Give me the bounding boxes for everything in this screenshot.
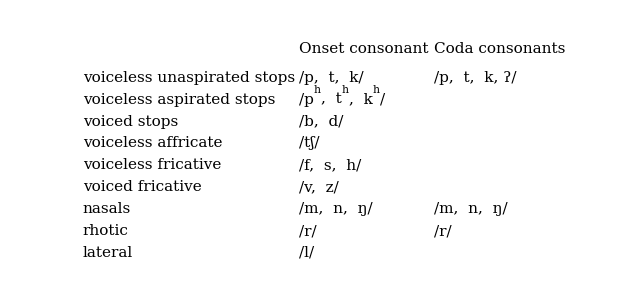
Text: /f,  s,  h/: /f, s, h/ [299,158,361,172]
Text: lateral: lateral [83,246,133,260]
Text: voiceless aspirated stops: voiceless aspirated stops [83,93,275,107]
Text: /p,  t,  k/: /p, t, k/ [299,71,364,85]
Text: voiceless affricate: voiceless affricate [83,136,222,150]
Text: voiced stops: voiced stops [83,115,178,128]
Text: Coda consonants: Coda consonants [433,42,565,56]
Text: voiceless unaspirated stops: voiceless unaspirated stops [83,71,295,85]
Text: /m,  n,  ŋ/: /m, n, ŋ/ [299,202,373,216]
Text: voiceless fricative: voiceless fricative [83,158,221,172]
Text: Onset consonant: Onset consonant [299,42,429,56]
Text: nasals: nasals [83,202,131,216]
Text: voiced fricative: voiced fricative [83,180,202,194]
Text: h: h [314,85,321,95]
Text: h: h [372,85,379,95]
Text: /p: /p [299,93,314,107]
Text: /b,  d/: /b, d/ [299,115,343,128]
Text: h: h [342,85,349,95]
Text: /l/: /l/ [299,246,315,260]
Text: /: / [379,93,385,107]
Text: /p,  t,  k, ʔ/: /p, t, k, ʔ/ [433,71,516,85]
Text: /v,  z/: /v, z/ [299,180,339,194]
Text: /r/: /r/ [299,224,317,238]
Text: /m,  n,  ŋ/: /m, n, ŋ/ [433,202,507,216]
Text: /tʃ/: /tʃ/ [299,136,320,150]
Text: /r/: /r/ [433,224,451,238]
Text: ,  t: , t [321,93,342,107]
Text: rhotic: rhotic [83,224,128,238]
Text: ,  k: , k [349,93,372,107]
